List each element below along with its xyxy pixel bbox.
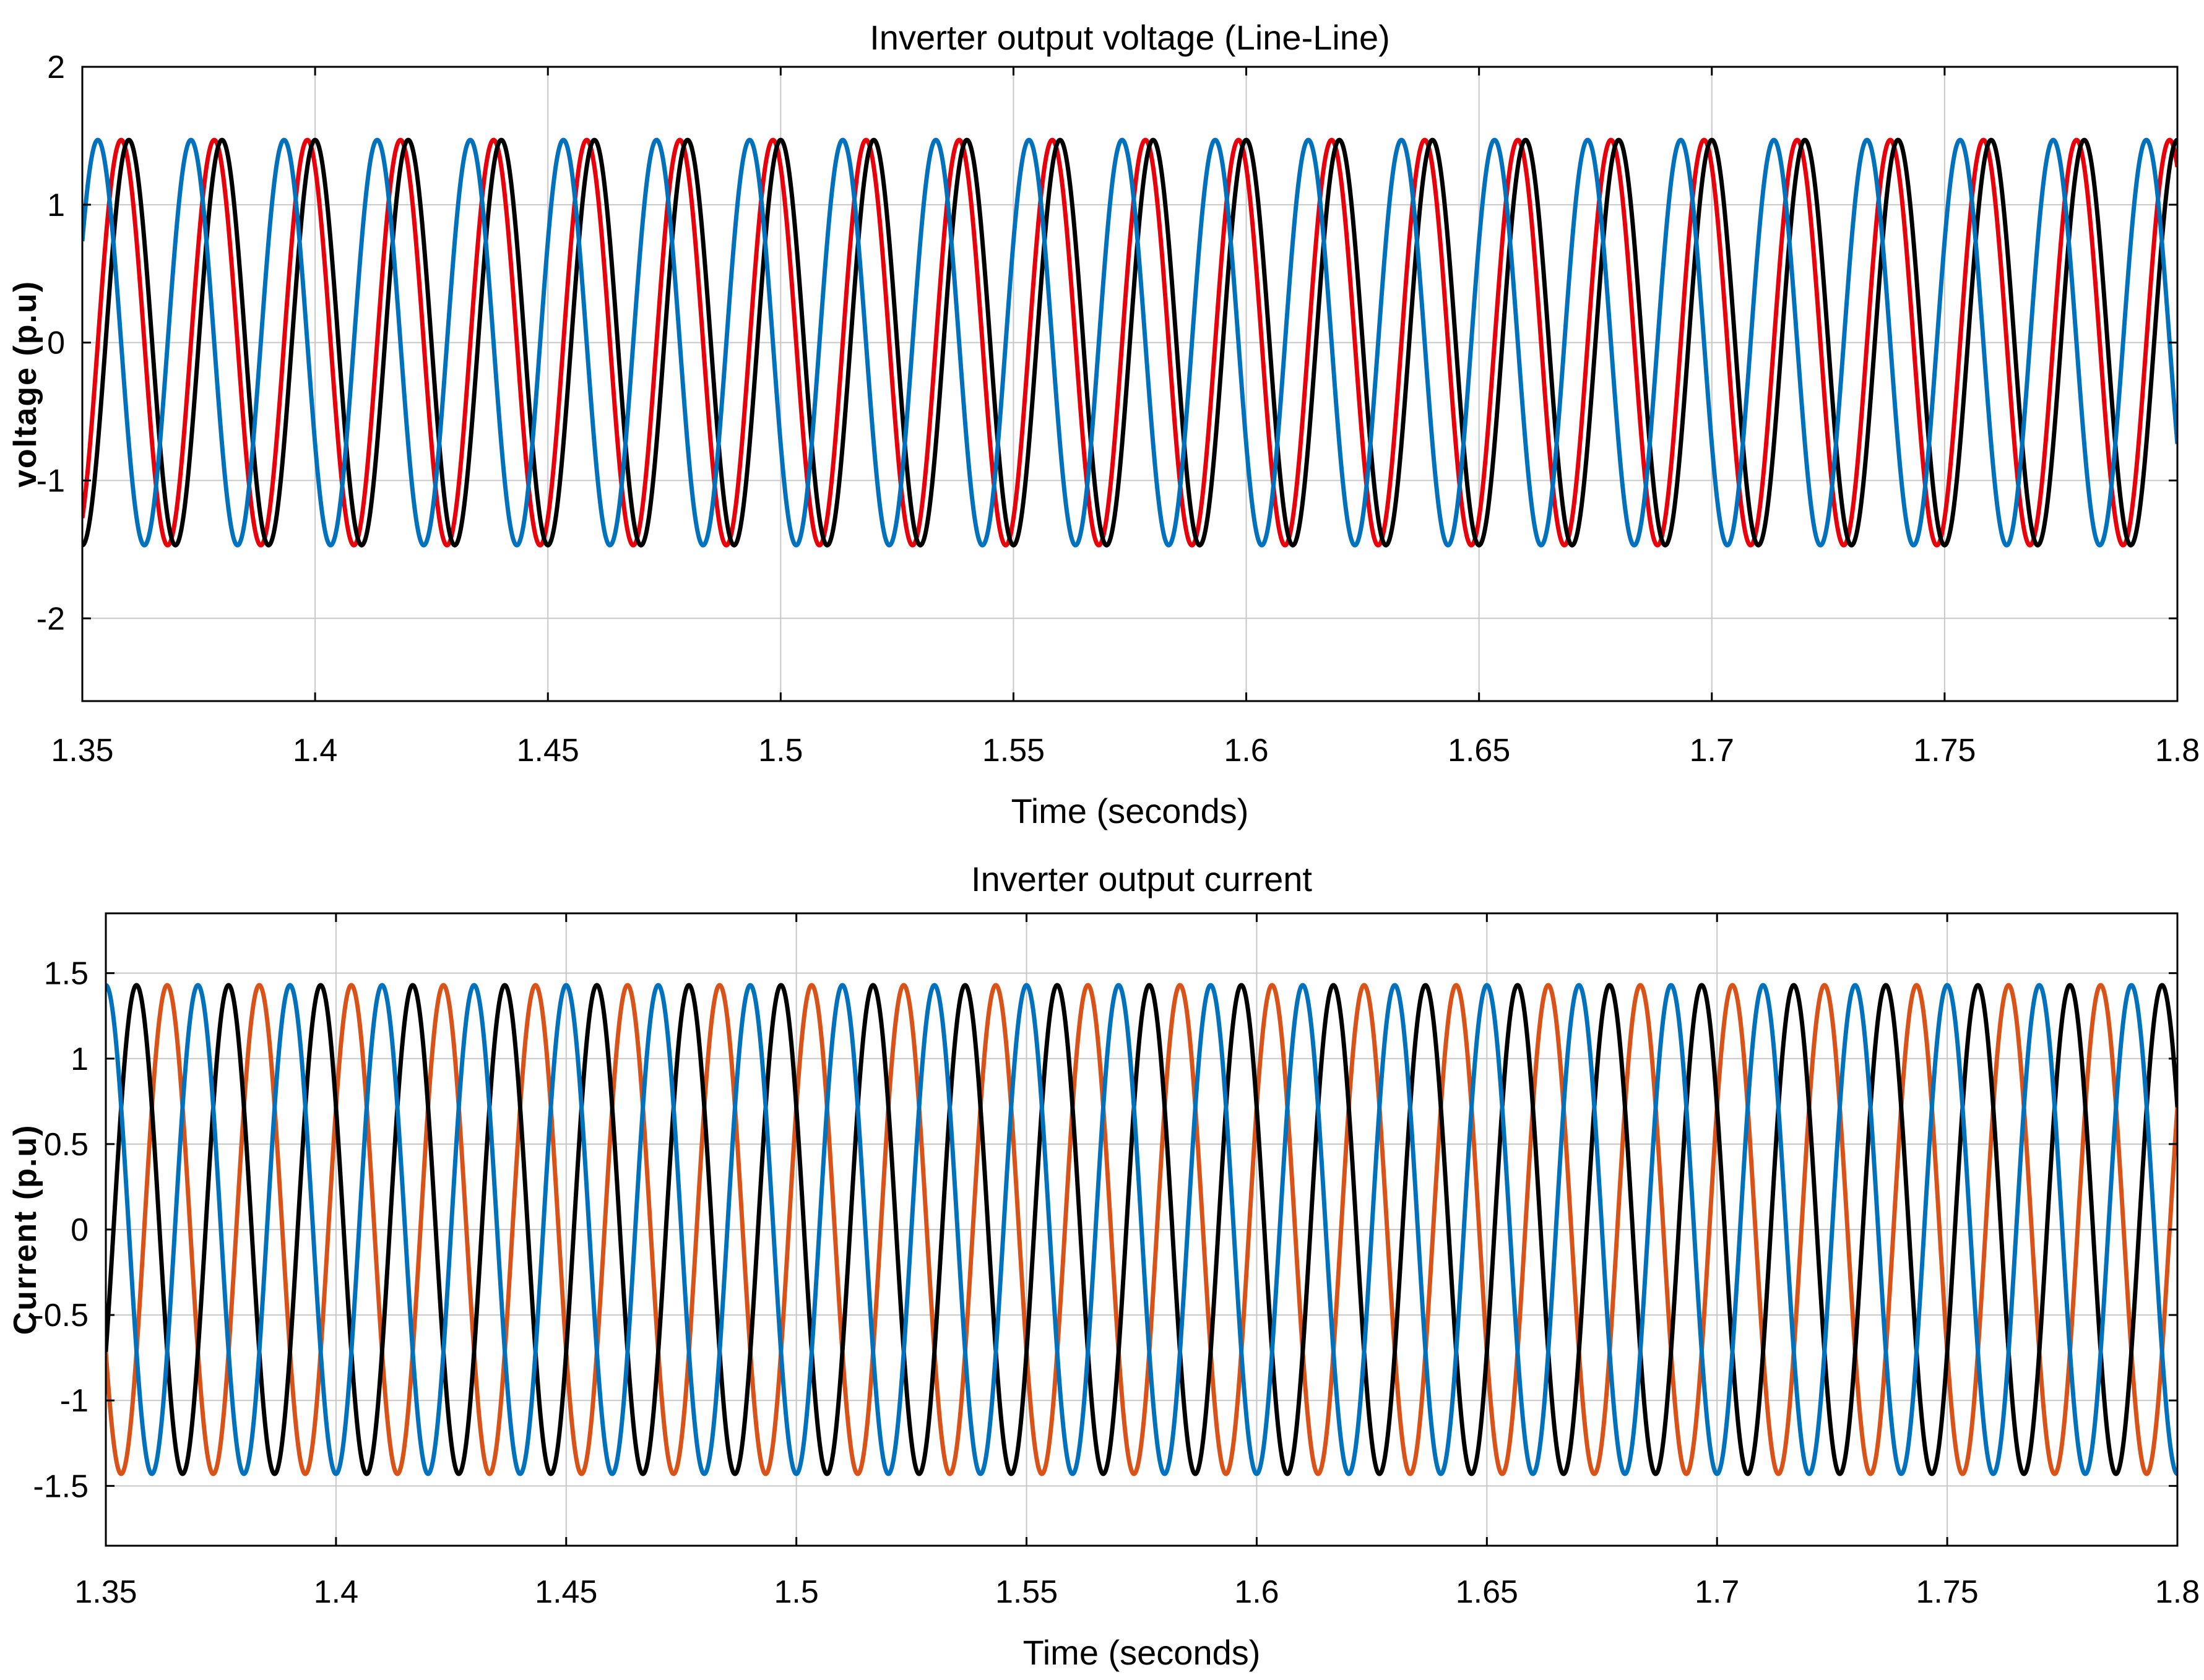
x-tick-label: 1.75 (1913, 733, 1976, 769)
y-tick-label: 1 (71, 1041, 89, 1077)
x-tick-label: 1.5 (774, 1574, 819, 1610)
x-tick-label: 1.7 (1690, 733, 1734, 769)
series-line-ia (106, 983, 2177, 1476)
y-tick-label: 2 (47, 50, 65, 85)
x-tick-label: 1.45 (535, 1574, 597, 1610)
x-tick-label: 1.7 (1695, 1574, 1739, 1610)
axes-frame (81, 66, 2179, 702)
x-tick-label: 1.8 (2155, 733, 2200, 769)
y-tick-label: 0 (47, 325, 65, 361)
x-axis-label: Time (seconds) (1011, 791, 1249, 830)
series-line-ib (106, 983, 2177, 1476)
x-tick-label: 1.5 (758, 733, 803, 769)
series-line-vab (82, 137, 2177, 548)
y-tick-label: -1 (60, 1383, 89, 1419)
x-tick-label: 1.55 (995, 1574, 1058, 1610)
y-tick-label: 0 (71, 1212, 89, 1248)
x-tick-label: 1.65 (1456, 1574, 1518, 1610)
x-tick-label: 1.35 (74, 1574, 137, 1610)
chart-title: Inverter output current (971, 859, 1312, 898)
series-group (82, 137, 2177, 548)
y-tick-label: -2 (37, 601, 65, 637)
y-tick-label: -0.5 (33, 1298, 89, 1333)
y-tick-label: -1.5 (33, 1468, 89, 1504)
y-axis-label: Current (p.u) (7, 1124, 43, 1335)
x-tick-label: 1.35 (51, 733, 113, 769)
x-tick-label: 1.6 (1224, 733, 1268, 769)
x-tick-label: 1.4 (314, 1574, 358, 1610)
series-line-vbc (82, 137, 2177, 548)
chart-2: 1.35 1.4 1.45 1.5 1.55 1.6 1.65 1.7 1.75 1.8 1.5 1 0… (7, 859, 2200, 1672)
y-tick-label: 1 (47, 187, 65, 223)
x-tick-label: 1.6 (1234, 1574, 1279, 1610)
x-tick-label: 1.4 (293, 733, 337, 769)
x-tick-label: 1.65 (1448, 733, 1510, 769)
x-axis-label: Time (seconds) (1023, 1633, 1261, 1672)
x-tick-label: 1.75 (1916, 1574, 1979, 1610)
y-axis-label: voltage (p.u) (7, 280, 43, 488)
x-tick-label: 1.55 (982, 733, 1045, 769)
chart-title: Inverter output voltage (Line-Line) (870, 18, 1390, 57)
chart-1: 1.35 1.4 1.45 1.5 1.55 1.6 1.65 1.7 1.75 1.8 2 1 0 -1… (7, 18, 2200, 830)
y-tick-label: 0.5 (44, 1127, 89, 1163)
y-tick-label: -1 (37, 463, 65, 499)
x-tick-label: 1.45 (517, 733, 579, 769)
series-line-ic (106, 983, 2177, 1476)
series-line-vca (82, 137, 2177, 548)
series-group (106, 983, 2177, 1476)
x-tick-label: 1.8 (2155, 1574, 2200, 1610)
y-tick-label: 1.5 (44, 956, 89, 992)
